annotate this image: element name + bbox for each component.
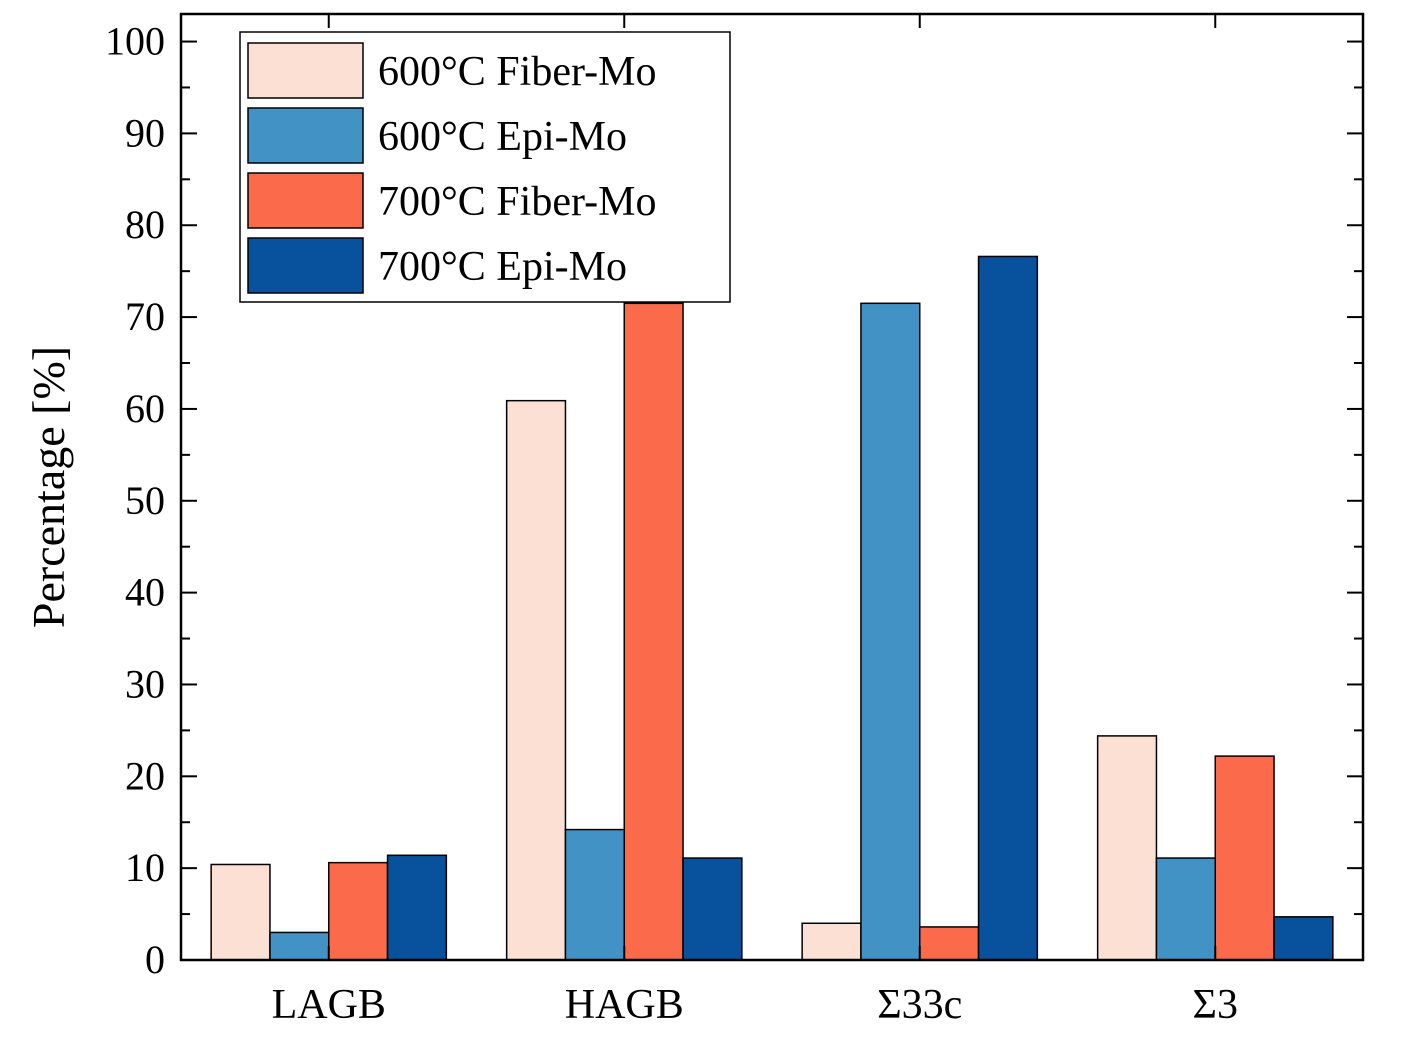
- x-category-label: Σ3: [1193, 982, 1238, 1028]
- plot-frame: [179, 12, 1365, 962]
- bar: [210, 863, 271, 961]
- y-tick-label: 10: [125, 845, 165, 890]
- bar: [505, 399, 567, 961]
- bar: [977, 255, 1039, 961]
- legend-swatch: [247, 172, 364, 229]
- bar: [623, 302, 684, 961]
- y-tick-label: 0: [145, 937, 165, 982]
- legend: 600°C Fiber-Mo 600°C Epi-Mo 700°C Fiber-Mo…: [239, 31, 731, 303]
- legend-label: 700°C Epi-Mo: [378, 244, 627, 290]
- y-tick-label: 40: [125, 570, 165, 615]
- legend-swatch: [247, 42, 364, 99]
- bar: [860, 302, 921, 961]
- legend-label: 700°C Fiber-Mo: [378, 179, 656, 225]
- legend-swatch: [247, 237, 364, 294]
- x-category-label: HAGB: [565, 982, 684, 1028]
- bar: [1214, 755, 1275, 961]
- bar: [682, 857, 743, 961]
- y-tick-label: 60: [125, 386, 165, 431]
- y-tick-label: 20: [125, 753, 165, 798]
- y-tick-label: 100: [105, 19, 165, 64]
- bar: [1155, 857, 1216, 961]
- legend-swatch: [247, 107, 364, 164]
- bar: [1096, 735, 1158, 961]
- legend-label: 600°C Fiber-Mo: [378, 49, 656, 95]
- legend-label: 600°C Epi-Mo: [378, 114, 627, 160]
- bar: [564, 828, 626, 961]
- bars: [210, 255, 1334, 961]
- bar: [919, 926, 980, 961]
- x-category-label: Σ33c: [877, 982, 962, 1028]
- y-tick-label: 80: [125, 202, 165, 247]
- y-tick-label: 30: [125, 661, 165, 706]
- bar: [801, 922, 862, 961]
- y-tick-label: 90: [125, 110, 165, 155]
- y-tick-label: 50: [125, 478, 165, 523]
- y-axis-ticks: [181, 40, 1363, 961]
- x-axis-labels: LAGB HAGB Σ33c Σ3: [272, 14, 1238, 1028]
- bar: [269, 931, 330, 961]
- bar: [328, 861, 389, 961]
- bar: [1273, 916, 1334, 961]
- y-tick-label: 70: [125, 294, 165, 339]
- y-axis-title: Percentage [%]: [23, 346, 74, 628]
- x-category-label: LAGB: [272, 982, 386, 1028]
- bar: [386, 854, 448, 961]
- y-axis-tick-labels: 0 10 20 30 40 50 60 70 80 90 100: [105, 19, 165, 982]
